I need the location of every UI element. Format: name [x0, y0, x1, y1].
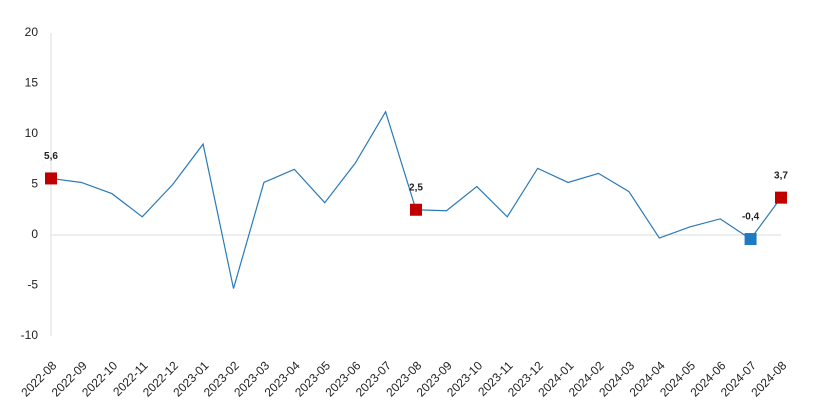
value-label: 3,7: [774, 170, 788, 181]
y-tick-label: -5: [27, 278, 38, 292]
value-label: 5,6: [44, 151, 58, 162]
y-tick-label: 0: [31, 227, 38, 241]
value-label: -0,4: [742, 212, 760, 223]
highlight-marker: [410, 203, 422, 216]
y-tick-label: 10: [25, 126, 39, 140]
highlight-marker: [775, 191, 787, 204]
highlight-marker: [45, 172, 57, 185]
value-label: 2,5: [409, 182, 423, 193]
y-tick-label: 5: [31, 177, 38, 191]
y-tick-label: -10: [21, 328, 39, 342]
series-line: [50, 110, 782, 289]
y-tick-label: 15: [25, 76, 39, 90]
highlight-marker: [744, 233, 757, 246]
y-tick-label: 20: [25, 25, 39, 39]
